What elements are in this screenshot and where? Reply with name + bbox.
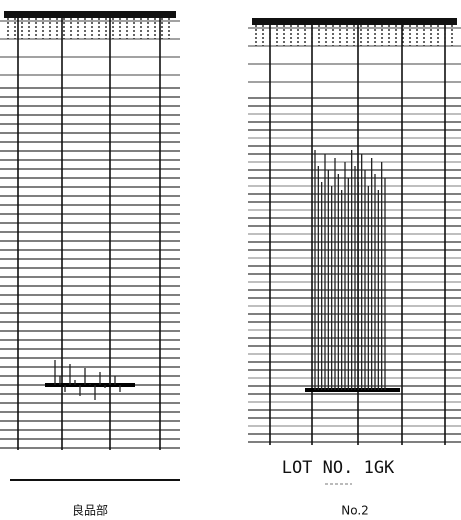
- caption: No.2: [341, 504, 369, 518]
- left-strip: [0, 11, 180, 450]
- top-band: [4, 11, 176, 18]
- page: LOT NO. 1GK 良品部 No.2: [0, 0, 461, 520]
- caption: 良品部: [72, 503, 108, 518]
- right-strip: [248, 18, 461, 445]
- recorder-strips: LOT NO. 1GK 良品部 No.2: [0, 0, 461, 520]
- top-band: [252, 18, 457, 25]
- lot-label: LOT NO. 1GK: [282, 458, 395, 478]
